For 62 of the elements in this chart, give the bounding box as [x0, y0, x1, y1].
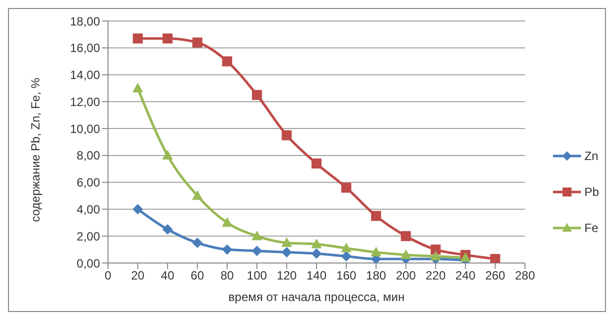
point [430, 251, 441, 260]
y-tick-label: 4,00 [76, 202, 100, 216]
point [341, 251, 352, 262]
point [132, 83, 143, 92]
point [312, 158, 322, 169]
point [312, 239, 322, 248]
point [252, 90, 262, 100]
point [222, 56, 232, 66]
point [341, 243, 352, 252]
point [192, 38, 202, 48]
legend-label: Zn [584, 149, 598, 163]
point [222, 244, 232, 255]
point [192, 190, 202, 200]
y-tick-label: 14,00 [70, 68, 100, 82]
y-tick-label: 0,00 [76, 256, 100, 270]
point [282, 247, 292, 258]
x-tick-label: 140 [306, 268, 327, 283]
point [282, 130, 292, 140]
point [162, 33, 173, 44]
x-tick-label: 160 [336, 268, 357, 283]
point [341, 182, 352, 193]
point [252, 246, 262, 256]
point [371, 210, 382, 221]
x-tick-label: 0 [104, 268, 112, 283]
y-tick-label: 16,00 [70, 41, 100, 56]
y-axis-title: содержание Pb, Zn, Fe, % [28, 77, 42, 222]
point [252, 231, 262, 240]
y-tick-label: 18,00 [70, 14, 100, 28]
point [371, 247, 382, 256]
x-tick-label: 20 [131, 268, 145, 283]
point [192, 238, 202, 248]
x-tick-label: 180 [366, 268, 386, 283]
point [162, 224, 173, 234]
x-tick-label: 40 [160, 268, 175, 283]
point [312, 248, 322, 259]
x-tick-label: 200 [396, 268, 416, 283]
point [282, 238, 292, 247]
x-tick-label: 260 [485, 268, 506, 283]
point [400, 231, 411, 242]
y-tick-label: 6,00 [76, 176, 100, 190]
point [162, 150, 173, 160]
x-tick-label: 120 [276, 268, 298, 283]
point [490, 254, 500, 263]
legend-label: Fe [584, 221, 598, 235]
point [430, 244, 441, 255]
y-tick-label: 8,00 [76, 148, 100, 163]
x-tick-label: 80 [220, 268, 234, 283]
point [222, 218, 232, 227]
point [460, 252, 470, 262]
point [132, 204, 143, 214]
legend-label: Pb [584, 185, 599, 199]
x-tick-label: 60 [190, 268, 204, 283]
x-tick-label: 240 [455, 268, 476, 283]
y-tick-label: 12,00 [70, 94, 100, 109]
x-tick-label: 220 [426, 268, 446, 283]
x-tick-label: 280 [514, 268, 536, 283]
x-axis-title: время от начала процесса, мин [228, 290, 405, 304]
point [400, 250, 411, 260]
point [132, 33, 143, 44]
y-tick-label: 2,00 [76, 229, 100, 244]
y-tick-label: 10,00 [70, 122, 100, 136]
x-tick-label: 100 [246, 268, 268, 283]
